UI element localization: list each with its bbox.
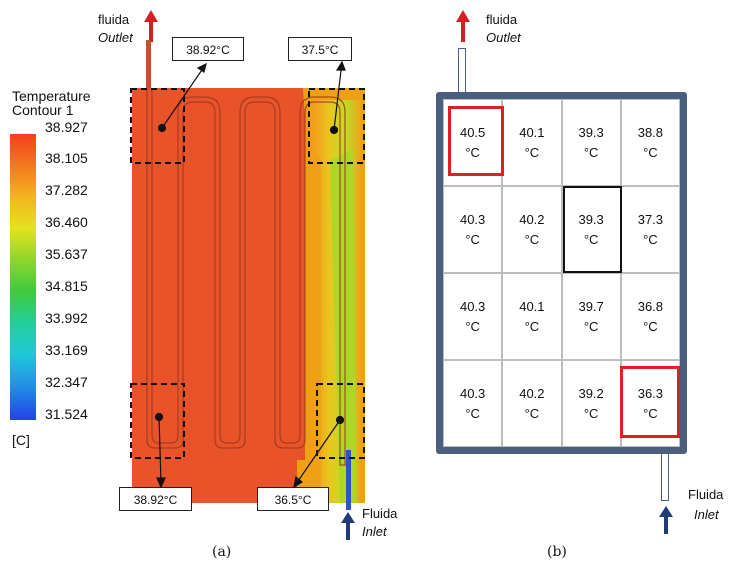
legend-value: 33.169 bbox=[45, 342, 88, 358]
measurement-grid-frame: 40.5 °C 40.1 °C 39.3 °C 38.8 °C 40.3 °C … bbox=[436, 92, 687, 454]
inlet-pipe bbox=[346, 450, 351, 510]
legend-value: 33.992 bbox=[45, 310, 88, 326]
callout-bottom-left: 38.92°C bbox=[119, 487, 192, 511]
legend-value: 38.927 bbox=[45, 119, 88, 135]
inlet-sublabel-a: Inlet bbox=[362, 524, 387, 539]
legend-colorbar bbox=[10, 134, 36, 420]
grid-cell: 40.5 °C bbox=[443, 99, 503, 186]
outlet-arrow-icon bbox=[456, 10, 470, 42]
region-bottom-right bbox=[316, 383, 365, 459]
grid-cell: 40.2 °C bbox=[502, 360, 562, 447]
callout-bottom-right: 36.5°C bbox=[257, 487, 329, 511]
callout-top-right: 37.5°C bbox=[288, 37, 352, 61]
outlet-pipe-b bbox=[458, 48, 466, 94]
highlight-max-cell bbox=[448, 106, 504, 176]
grid-cell: 37.3 °C bbox=[620, 186, 680, 273]
grid-cell: 40.3 °C bbox=[443, 360, 503, 447]
inlet-label-a: Fluida bbox=[362, 506, 398, 521]
region-bottom-left bbox=[130, 383, 185, 459]
outlet-label-b: fluida bbox=[486, 12, 518, 27]
grid-cell: 40.1 °C bbox=[502, 99, 562, 186]
outlet-sublabel-b: Outlet bbox=[486, 30, 521, 45]
grid-cell: 40.3 °C bbox=[443, 186, 503, 273]
inlet-sublabel-b: Inlet bbox=[694, 507, 719, 522]
legend-subtitle: Contour 1 bbox=[12, 102, 74, 118]
legend-value: 32.347 bbox=[45, 374, 88, 390]
caption-b: (b) bbox=[547, 544, 567, 560]
inlet-arrow-icon bbox=[659, 506, 673, 534]
legend-title: Temperature bbox=[12, 88, 91, 104]
grid-cell: 36.8 °C bbox=[620, 273, 680, 360]
grid-cell: 40.2 °C bbox=[502, 186, 562, 273]
legend-value: 38.105 bbox=[45, 150, 88, 166]
highlight-min-cell bbox=[620, 366, 680, 438]
outlet-pipe bbox=[146, 40, 151, 90]
grid-cell: 40.1 °C bbox=[502, 273, 562, 360]
temperature-contour-plate bbox=[132, 40, 365, 510]
grid-cell: 38.8 °C bbox=[620, 99, 680, 186]
legend-value: 31.524 bbox=[45, 406, 88, 422]
grid-cell: 39.2 °C bbox=[561, 360, 621, 447]
grid-cell: 39.3 °C bbox=[561, 99, 621, 186]
inlet-label-b: Fluida bbox=[688, 487, 724, 502]
highlight-center-cell bbox=[563, 186, 622, 273]
inlet-arrow-icon bbox=[341, 512, 355, 540]
region-top-right bbox=[308, 88, 365, 164]
serpentine-channel bbox=[146, 90, 346, 466]
region-top-left bbox=[130, 88, 185, 164]
legend-value: 37.282 bbox=[45, 182, 88, 198]
legend-unit: [C] bbox=[12, 432, 30, 448]
callout-top-left: 38.92°C bbox=[172, 37, 244, 61]
outlet-arrow-icon bbox=[144, 10, 158, 42]
legend-value: 34.815 bbox=[45, 278, 88, 294]
caption-a: (a) bbox=[212, 544, 232, 560]
grid-cell: 39.7 °C bbox=[561, 273, 621, 360]
outlet-sublabel-a: Outlet bbox=[98, 30, 133, 45]
inlet-pipe-b bbox=[661, 453, 669, 501]
outlet-label-a: fluida bbox=[98, 12, 130, 27]
grid-cell: 40.3 °C bbox=[443, 273, 503, 360]
legend-value: 36.460 bbox=[45, 214, 88, 230]
legend-value: 35.637 bbox=[45, 246, 88, 262]
